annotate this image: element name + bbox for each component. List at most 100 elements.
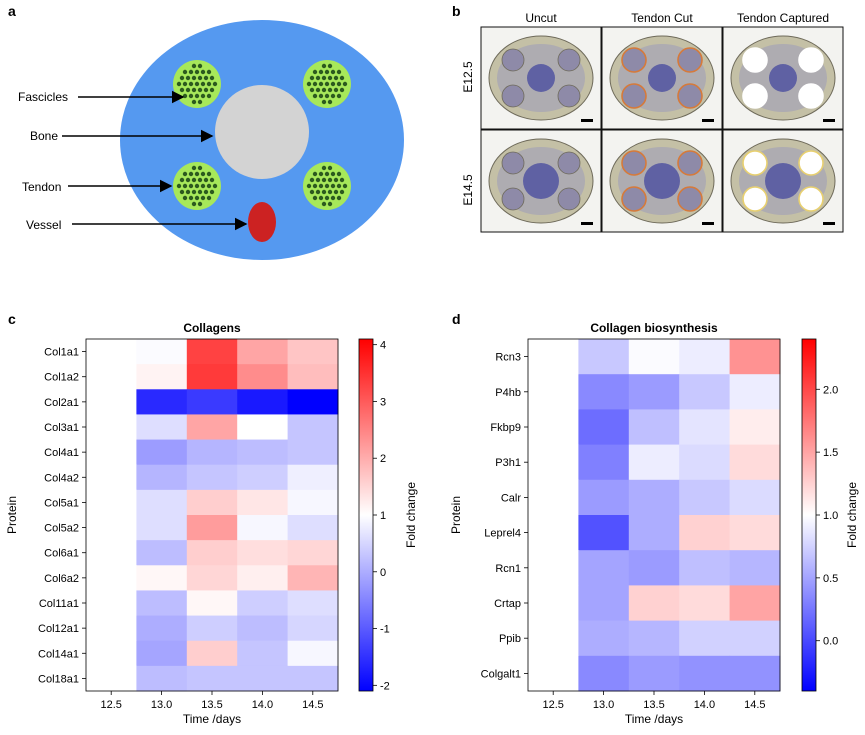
fascicle-dot bbox=[182, 81, 188, 87]
fascicle-dot bbox=[203, 189, 209, 195]
x-tick-label: 14.5 bbox=[302, 699, 323, 711]
y-tick-label: Col4a1 bbox=[44, 447, 79, 459]
heatmap-cell bbox=[729, 444, 781, 481]
colorbar bbox=[801, 338, 817, 692]
tendon-captured-hole bbox=[742, 150, 768, 176]
row-label-e12-5: E12.5 bbox=[461, 61, 475, 93]
heatmap-cell bbox=[186, 590, 238, 617]
heatmap-cell bbox=[729, 479, 781, 516]
heatmap-cell bbox=[86, 364, 137, 390]
heatmap-cell bbox=[136, 339, 188, 365]
heatmap-cell bbox=[86, 464, 137, 491]
fascicle-dot bbox=[182, 195, 188, 201]
label-fascicles: Fascicles bbox=[18, 90, 68, 104]
y-axis-label: Protein bbox=[449, 496, 463, 534]
fascicle-dot bbox=[191, 99, 197, 105]
panel-d: d Collagen biosynthesis Rcn3 P4hb Fkbp9 P3h1 C… bbox=[449, 311, 859, 726]
fascicle-dot bbox=[336, 81, 342, 87]
panel-letter-b: b bbox=[452, 3, 461, 19]
scale-bar bbox=[702, 119, 714, 122]
heatmap-cell bbox=[86, 665, 137, 692]
heatmap-cell bbox=[186, 364, 238, 390]
heatmap-cell bbox=[729, 620, 781, 657]
heatmap-cell bbox=[528, 339, 579, 375]
heatmap-cell bbox=[86, 489, 137, 516]
y-tick-label: Ppib bbox=[499, 633, 521, 645]
fascicle-dot bbox=[194, 69, 200, 75]
x-axis-label: Time /days bbox=[625, 712, 683, 726]
heatmap-cell bbox=[628, 444, 680, 481]
heatmap-cell bbox=[528, 444, 579, 481]
y-tick-label: Leprel4 bbox=[484, 528, 521, 540]
bone-core bbox=[644, 163, 680, 199]
heatmap-cell bbox=[578, 339, 630, 375]
heatmap-cell bbox=[186, 439, 238, 466]
heatmap-cell bbox=[186, 339, 238, 365]
bone-core bbox=[765, 163, 801, 199]
colorbar-tick-label: 1.5 bbox=[823, 447, 838, 459]
heatmap-cell bbox=[528, 479, 579, 516]
heatmap-cell bbox=[186, 540, 238, 566]
fascicle-dot bbox=[327, 99, 333, 105]
heatmap-cell bbox=[186, 414, 238, 441]
fascicle-dot bbox=[327, 165, 333, 171]
heatmap-cell bbox=[237, 540, 289, 566]
heatmap-cell bbox=[237, 515, 289, 541]
x-tick-label: 14.0 bbox=[252, 699, 273, 711]
fascicle-dot bbox=[327, 189, 333, 195]
fascicle-dot bbox=[312, 183, 318, 189]
heatmap-cell bbox=[237, 590, 289, 617]
x-tick-label: 13.0 bbox=[151, 699, 172, 711]
y-tick-label: Col5a2 bbox=[44, 523, 79, 535]
fascicle-dot bbox=[212, 81, 218, 87]
fascicle-dot bbox=[318, 93, 324, 99]
y-tick-label: Col14a1 bbox=[38, 648, 79, 660]
y-axis-label: Protein bbox=[5, 496, 19, 534]
fascicle-dot bbox=[200, 171, 206, 177]
fascicle-dot bbox=[206, 93, 212, 99]
fascicle-dot bbox=[324, 81, 330, 87]
fascicle-dot bbox=[333, 189, 339, 195]
heatmap-cell bbox=[287, 339, 339, 365]
fascicle-dot bbox=[330, 171, 336, 177]
heatmap-cell bbox=[679, 374, 731, 410]
fascicle-dot bbox=[197, 99, 203, 105]
fascicle-dot bbox=[321, 75, 327, 81]
heatmap-cell bbox=[237, 364, 289, 390]
fascicle-dot bbox=[336, 69, 342, 75]
fascicle-dot bbox=[197, 189, 203, 195]
tendon-cut-outline bbox=[621, 83, 647, 109]
y-tick-label: Calr bbox=[501, 492, 522, 504]
fascicle-dot bbox=[321, 87, 327, 93]
fascicle-dot bbox=[306, 81, 312, 87]
heatmap-cell bbox=[86, 414, 137, 441]
chart-title: Collagens bbox=[183, 321, 241, 335]
fascicle-dot bbox=[327, 75, 333, 81]
y-tick-label: Col3a1 bbox=[44, 422, 79, 434]
heatmap-cell bbox=[628, 515, 680, 551]
fascicle-dot bbox=[333, 177, 339, 183]
column-label-tendon-captured: Tendon Captured bbox=[737, 11, 829, 25]
heatmap-cell bbox=[729, 374, 781, 410]
panel-b: b Uncut Tendon Cut Tendon Captured E12.5… bbox=[452, 3, 844, 233]
fascicle-dot bbox=[324, 195, 330, 201]
label-bone: Bone bbox=[30, 129, 58, 143]
fascicle-dot bbox=[336, 183, 342, 189]
fascicle-dot bbox=[327, 201, 333, 207]
fascicle-dot bbox=[191, 165, 197, 171]
fascicle-dot bbox=[188, 171, 194, 177]
bone-core bbox=[648, 64, 676, 92]
colorbar-tick-label: 2.0 bbox=[823, 384, 838, 396]
tendon-cut-outline bbox=[677, 186, 703, 212]
heatmap-cell bbox=[186, 515, 238, 541]
y-tick-label: Col1a1 bbox=[44, 347, 79, 359]
heatmap-cell bbox=[186, 665, 238, 692]
fascicle-dot bbox=[309, 87, 315, 93]
fascicle-dot bbox=[191, 87, 197, 93]
heatmap-cell bbox=[136, 640, 188, 667]
fascicle-dot bbox=[209, 87, 215, 93]
tendon-captured-hole bbox=[798, 47, 824, 73]
tendon-cut-outline bbox=[677, 150, 703, 176]
fascicle-dot bbox=[324, 93, 330, 99]
heatmap-cell bbox=[528, 374, 579, 410]
